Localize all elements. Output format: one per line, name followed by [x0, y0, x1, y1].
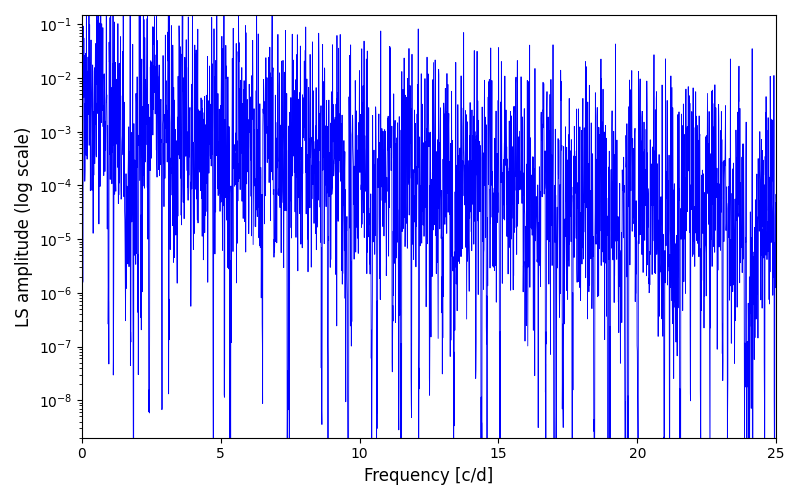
Y-axis label: LS amplitude (log scale): LS amplitude (log scale) — [15, 126, 33, 326]
X-axis label: Frequency [c/d]: Frequency [c/d] — [364, 467, 494, 485]
